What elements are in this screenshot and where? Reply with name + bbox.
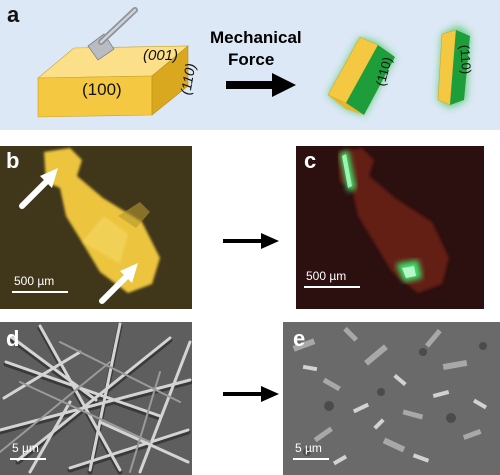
panel-c-scale-text: 500 µm <box>306 270 346 282</box>
panel-c-micrograph <box>296 146 484 309</box>
arrow-d-to-e <box>223 384 283 404</box>
panel-e: e 5 µm <box>283 322 500 475</box>
panel-c-label: c <box>304 150 316 172</box>
arrow-text-line-1: Mechanical <box>210 28 302 48</box>
face-001-label: (001) <box>143 47 178 64</box>
panel-c-scale-bar <box>304 286 360 288</box>
panel-b-scale-text: 500 µm <box>14 275 54 287</box>
arrow-text-line-2: Force <box>228 50 274 70</box>
panel-b-scale-bar <box>12 291 68 293</box>
panel-d: d 5 µm <box>0 322 192 475</box>
mechanical-force-arrow <box>226 73 296 97</box>
panel-e-scale-text: 5 µm <box>295 442 322 454</box>
panel-e-label: e <box>293 328 305 350</box>
arrow-b-to-c <box>223 231 283 251</box>
arrow-icon-2 <box>96 257 146 307</box>
panel-d-scale-bar <box>10 458 46 460</box>
panel-d-scale-text: 5 µm <box>12 442 39 454</box>
arrow-icon-1 <box>16 162 66 212</box>
panel-c: c 500 µm <box>296 146 484 309</box>
panel-a: a <box>0 0 500 130</box>
product-2-face-label: (110) <box>457 44 474 74</box>
panel-b-label: b <box>6 150 19 172</box>
panel-e-scale-bar <box>293 458 329 460</box>
panel-b: b 500 µm <box>0 146 192 309</box>
face-100-label: (100) <box>82 80 122 100</box>
panel-d-label: d <box>6 328 19 350</box>
